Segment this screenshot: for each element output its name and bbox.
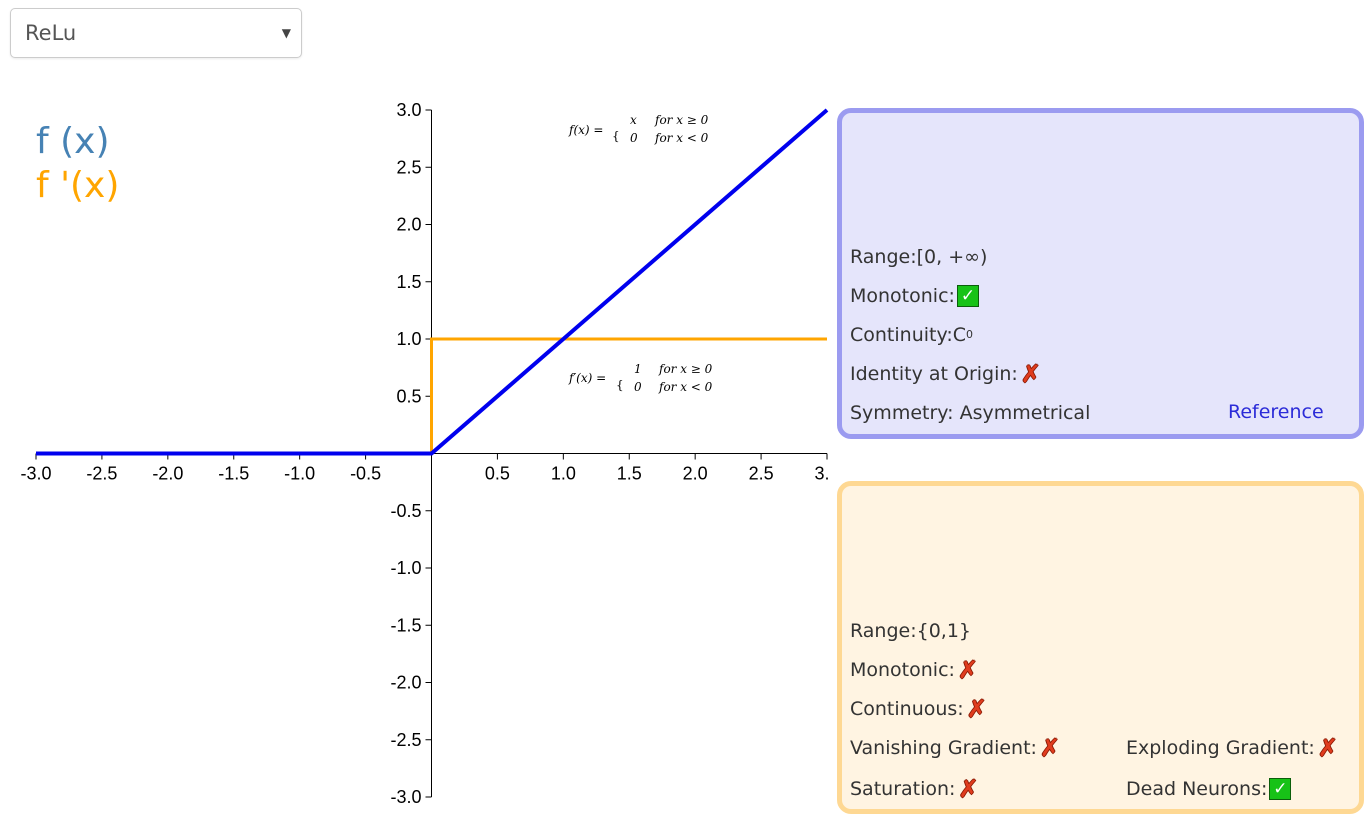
derivative-continuous-label: Continuous: bbox=[850, 698, 964, 720]
formula-fp-lhs: f′(x) = bbox=[568, 371, 606, 385]
activation-select[interactable]: ReLu ▼ bbox=[10, 8, 302, 58]
y-tick-label: 3.0 bbox=[396, 100, 421, 120]
x-tick-label: 1.0 bbox=[551, 464, 576, 484]
function-continuity-value: C bbox=[952, 324, 967, 346]
function-range: Range: [0, +∞) bbox=[850, 245, 987, 269]
formula-fp-case1-cond: for x ≥ 0 bbox=[658, 362, 713, 376]
legend-function: f (x) bbox=[36, 121, 110, 162]
y-tick-label: 1.5 bbox=[396, 272, 421, 292]
x-tick-label: 0.5 bbox=[485, 464, 510, 484]
y-tick-label: -2.5 bbox=[390, 730, 421, 750]
cross-icon: ✗ bbox=[1039, 734, 1060, 762]
derivative-range: Range: {0,1} bbox=[850, 619, 971, 643]
function-properties-panel: Range: [0, +∞) Monotonic: ✓ Continuity: … bbox=[837, 108, 1364, 439]
derivative-vanishing: Vanishing Gradient: ✗ bbox=[850, 736, 1061, 760]
y-tick-label: -2.0 bbox=[390, 673, 421, 693]
x-tick-label: -1.0 bbox=[284, 464, 315, 484]
chart-series bbox=[36, 108, 829, 456]
check-icon: ✓ bbox=[1269, 778, 1292, 800]
cross-icon: ✗ bbox=[966, 695, 987, 723]
derivative-saturation: Saturation: ✗ bbox=[850, 777, 979, 801]
cross-icon: ✗ bbox=[957, 656, 978, 684]
derivative-saturation-label: Saturation: bbox=[850, 778, 956, 800]
formula-f-lhs: f(x) = bbox=[568, 123, 603, 137]
derivative-exploding: Exploding Gradient: ✗ bbox=[1126, 736, 1339, 760]
function-symmetry: Symmetry: Asymmetrical bbox=[850, 401, 1090, 425]
function-monotonic: Monotonic: ✓ bbox=[850, 284, 979, 308]
derivative-range-value: {0,1} bbox=[916, 620, 972, 642]
formula-f-case1-cond: for x ≥ 0 bbox=[654, 113, 709, 127]
derivative-vanishing-label: Vanishing Gradient: bbox=[850, 737, 1037, 759]
x-tick-label: -3.0 bbox=[20, 464, 51, 484]
y-tick-label: -1.5 bbox=[390, 615, 421, 635]
formula-fp-case1-val: 1 bbox=[634, 362, 642, 376]
y-tick-label: 2.0 bbox=[396, 215, 421, 235]
x-tick-label: 2.0 bbox=[683, 464, 708, 484]
function-continuity-sup: 0 bbox=[966, 328, 974, 341]
x-tick-label: -1.5 bbox=[218, 464, 249, 484]
reference-link[interactable]: Reference bbox=[1228, 401, 1324, 423]
cross-icon: ✗ bbox=[1020, 360, 1041, 388]
derivative-exploding-label: Exploding Gradient: bbox=[1126, 737, 1315, 759]
derivative-dead-neurons: Dead Neurons: ✓ bbox=[1126, 777, 1292, 801]
function-identity: Identity at Origin: ✗ bbox=[850, 362, 1042, 386]
formula-f-case2-val: 0 bbox=[630, 131, 638, 145]
y-tick-label: -3.0 bbox=[390, 787, 421, 807]
y-tick-label: 2.5 bbox=[396, 157, 421, 177]
function-symmetry-value: Asymmetrical bbox=[959, 402, 1091, 424]
formula-f-brace: { bbox=[612, 129, 620, 143]
derivative-properties-panel: Range: {0,1} Monotonic: ✗ Continuous: ✗ … bbox=[837, 481, 1364, 814]
legend-derivative: f '(x) bbox=[36, 165, 120, 206]
formula-f-case2-cond: for x < 0 bbox=[654, 131, 709, 145]
derivative-monotonic-label: Monotonic: bbox=[850, 659, 955, 681]
function-series-line bbox=[36, 108, 829, 456]
derivative-monotonic: Monotonic: ✗ bbox=[850, 658, 979, 682]
x-tick-label: 3.0 bbox=[814, 464, 830, 484]
derivative-dead-label: Dead Neurons: bbox=[1126, 778, 1268, 800]
function-identity-label: Identity at Origin: bbox=[850, 363, 1018, 385]
y-tick-label: 1.0 bbox=[396, 329, 421, 349]
chevron-down-icon: ▼ bbox=[281, 26, 291, 40]
cross-icon: ✗ bbox=[1317, 734, 1338, 762]
x-tick-label: -2.5 bbox=[86, 464, 117, 484]
function-continuity-label: Continuity: bbox=[850, 324, 953, 346]
x-tick-label: 1.5 bbox=[617, 464, 642, 484]
function-range-value: [0, +∞) bbox=[916, 246, 988, 268]
y-tick-label: 0.5 bbox=[396, 386, 421, 406]
function-range-label: Range: bbox=[850, 246, 917, 268]
function-symmetry-label: Symmetry: bbox=[850, 402, 954, 424]
derivative-formula: f′(x) = { 1 for x ≥ 0 0 for x < 0 bbox=[568, 362, 713, 394]
formula-fp-case2-cond: for x < 0 bbox=[658, 380, 713, 394]
check-icon: ✓ bbox=[956, 285, 979, 307]
cross-icon: ✗ bbox=[958, 775, 979, 803]
y-tick-label: -0.5 bbox=[390, 501, 421, 521]
derivative-series-line bbox=[36, 337, 827, 455]
formula-fp-case2-val: 0 bbox=[634, 380, 642, 394]
derivative-continuous: Continuous: ✗ bbox=[850, 697, 988, 721]
function-formula: f(x) = { x for x ≥ 0 0 for x < 0 bbox=[568, 113, 709, 145]
function-monotonic-label: Monotonic: bbox=[850, 285, 955, 307]
x-tick-label: 2.5 bbox=[749, 464, 774, 484]
derivative-range-label: Range: bbox=[850, 620, 917, 642]
y-tick-label: -1.0 bbox=[390, 558, 421, 578]
x-tick-label: -2.0 bbox=[152, 464, 183, 484]
x-tick-label: -0.5 bbox=[350, 464, 381, 484]
formula-f-case1-val: x bbox=[630, 113, 637, 127]
formula-fp-brace: { bbox=[616, 378, 624, 392]
activation-select-value: ReLu bbox=[25, 21, 77, 45]
activation-chart: -3.0 -2.5 -2.0 -1.5 -1.0 -0.5 0.5 1.0 1.5 2.0 2.5 3… bbox=[20, 100, 830, 807]
